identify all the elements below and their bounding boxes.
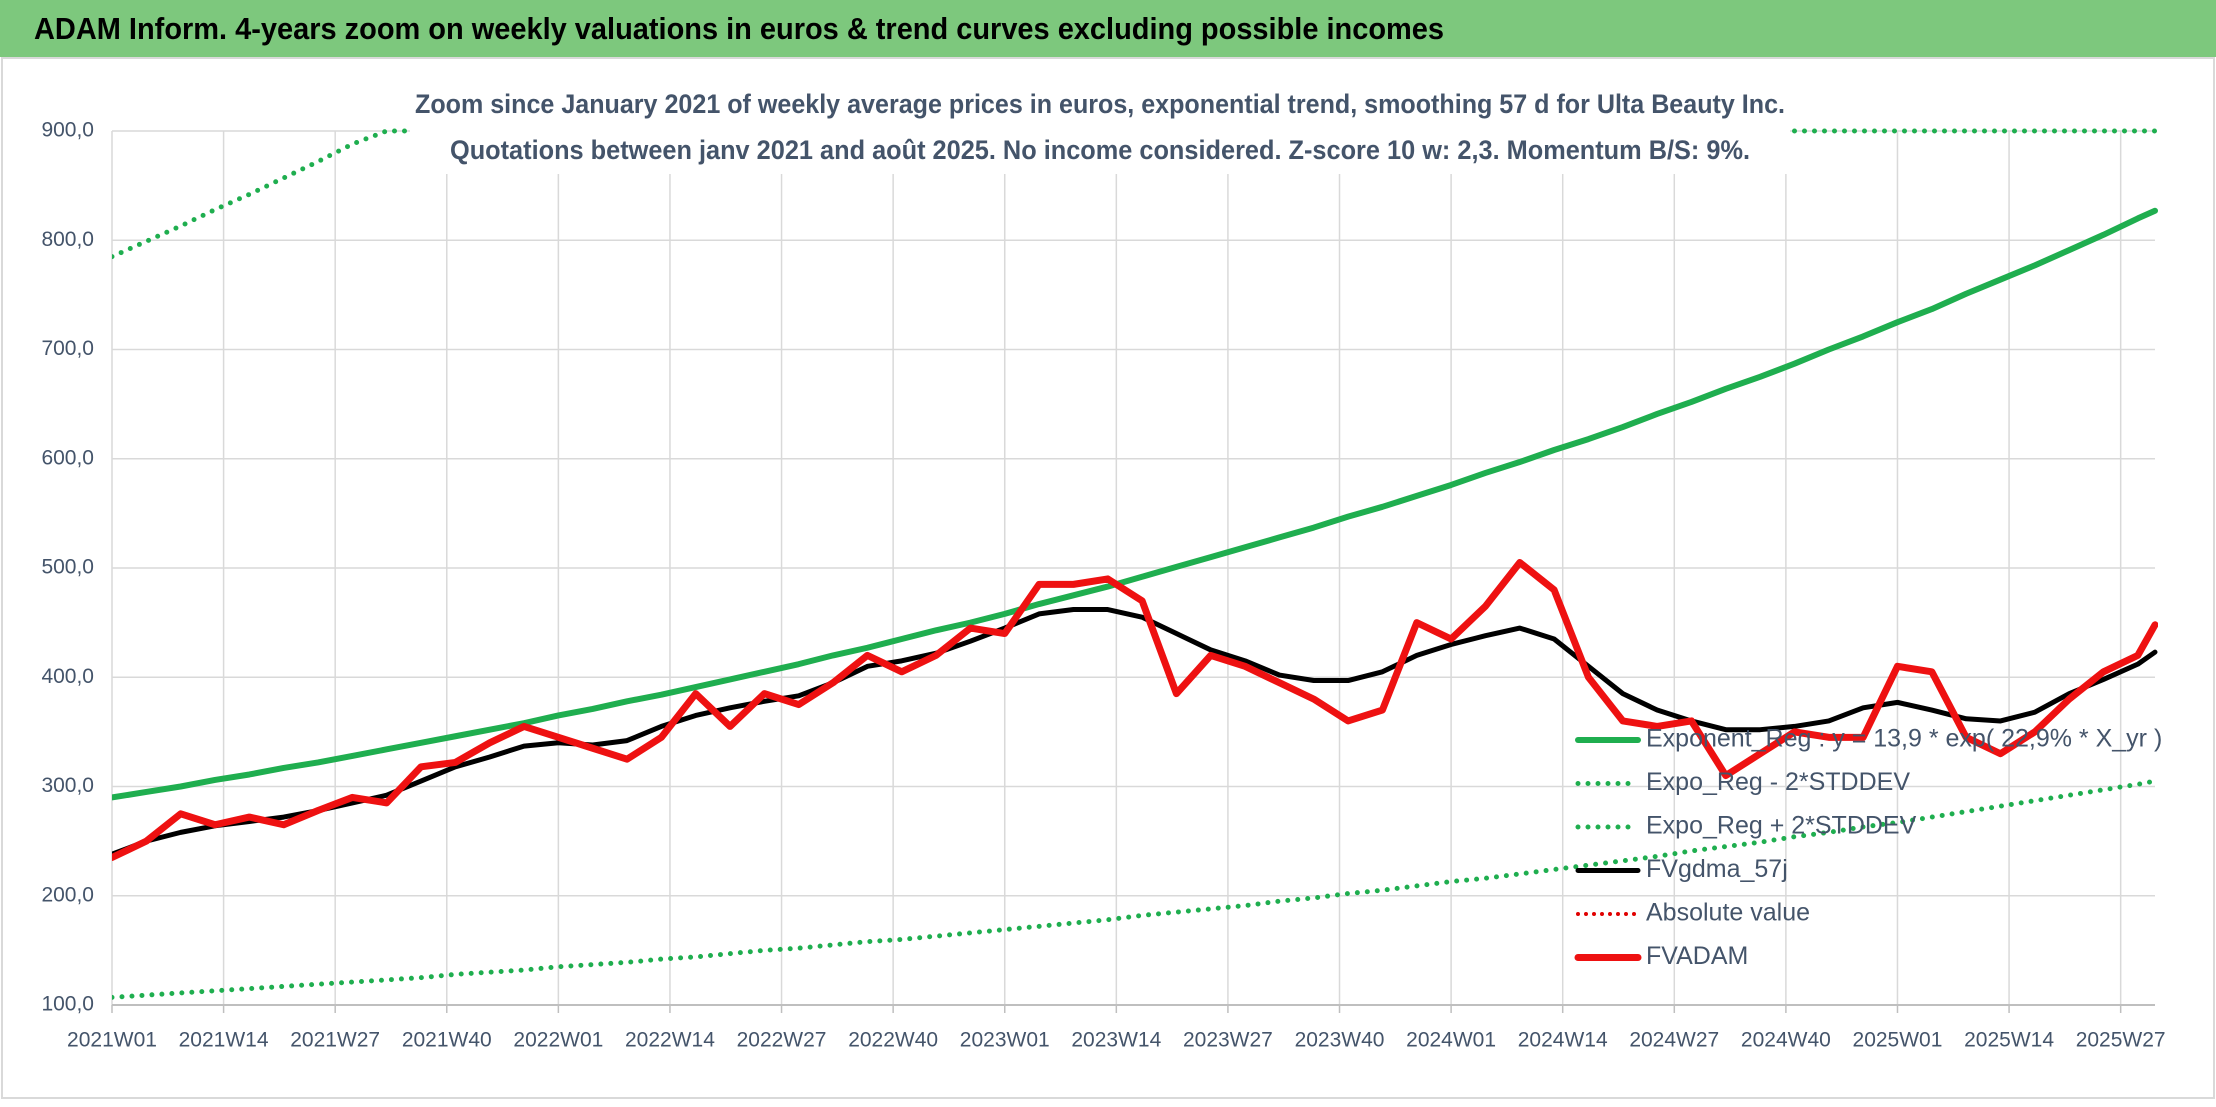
chart-title: ADAM Inform. 4-years zoom on weekly valu… bbox=[34, 11, 1444, 46]
y-tick-label: 600,0 bbox=[41, 446, 94, 469]
x-tick-label: 2022W27 bbox=[737, 1029, 827, 1052]
x-tick-label: 2023W27 bbox=[1183, 1029, 1273, 1052]
y-tick-label: 800,0 bbox=[41, 228, 94, 251]
chart-frame bbox=[1, 57, 2215, 1099]
x-tick-label: 2024W14 bbox=[1518, 1029, 1608, 1052]
x-tick-label: 2023W40 bbox=[1295, 1029, 1385, 1052]
y-tick-label: 900,0 bbox=[41, 119, 94, 142]
series-line bbox=[112, 607, 2158, 857]
legend-label: Expo_Reg - 2*STDDEV bbox=[1646, 768, 1910, 796]
x-tick-label: 2021W40 bbox=[402, 1029, 492, 1052]
y-tick-label: 100,0 bbox=[41, 993, 94, 1016]
x-tick-label: 2021W14 bbox=[179, 1029, 269, 1052]
y-tick-label: 300,0 bbox=[41, 774, 94, 797]
subtitle-box bbox=[410, 84, 1790, 174]
subtitle: Quotations between janv 2021 and août 20… bbox=[450, 135, 1750, 165]
series-line bbox=[112, 207, 2158, 801]
subtitle: Zoom since January 2021 of weekly averag… bbox=[415, 89, 1785, 119]
x-tick-label: 2023W14 bbox=[1071, 1029, 1161, 1052]
legend-label: Absolute value bbox=[1646, 899, 1810, 927]
x-tick-label: 2024W27 bbox=[1629, 1029, 1719, 1052]
x-tick-label: 2021W27 bbox=[290, 1029, 380, 1052]
x-tick-label: 2025W27 bbox=[2076, 1029, 2166, 1052]
y-tick-label: 400,0 bbox=[41, 665, 94, 688]
x-tick-label: 2022W01 bbox=[513, 1029, 603, 1052]
header-bar bbox=[0, 0, 2216, 57]
x-tick-label: 2021W01 bbox=[67, 1029, 157, 1052]
x-tick-label: 2024W01 bbox=[1406, 1029, 1496, 1052]
y-tick-label: 700,0 bbox=[41, 337, 94, 360]
y-tick-label: 200,0 bbox=[41, 883, 94, 906]
series-line bbox=[112, 559, 2158, 862]
x-tick-label: 2025W14 bbox=[1964, 1029, 2054, 1052]
legend-label: FVADAM bbox=[1646, 942, 1748, 970]
x-tick-label: 2022W40 bbox=[848, 1029, 938, 1052]
legend-label: FVgdma_57j bbox=[1646, 855, 1788, 883]
y-tick-label: 500,0 bbox=[41, 556, 94, 579]
x-tick-label: 2023W01 bbox=[960, 1029, 1050, 1052]
x-tick-label: 2022W14 bbox=[625, 1029, 715, 1052]
x-tick-label: 2024W40 bbox=[1741, 1029, 1831, 1052]
legend-label: Exponent_Reg : y = 13,9 * exp( 22,9% * X… bbox=[1646, 725, 2162, 753]
legend-label: Expo_Reg + 2*STDDEV bbox=[1646, 812, 1917, 840]
x-tick-label: 2025W01 bbox=[1853, 1029, 1943, 1052]
